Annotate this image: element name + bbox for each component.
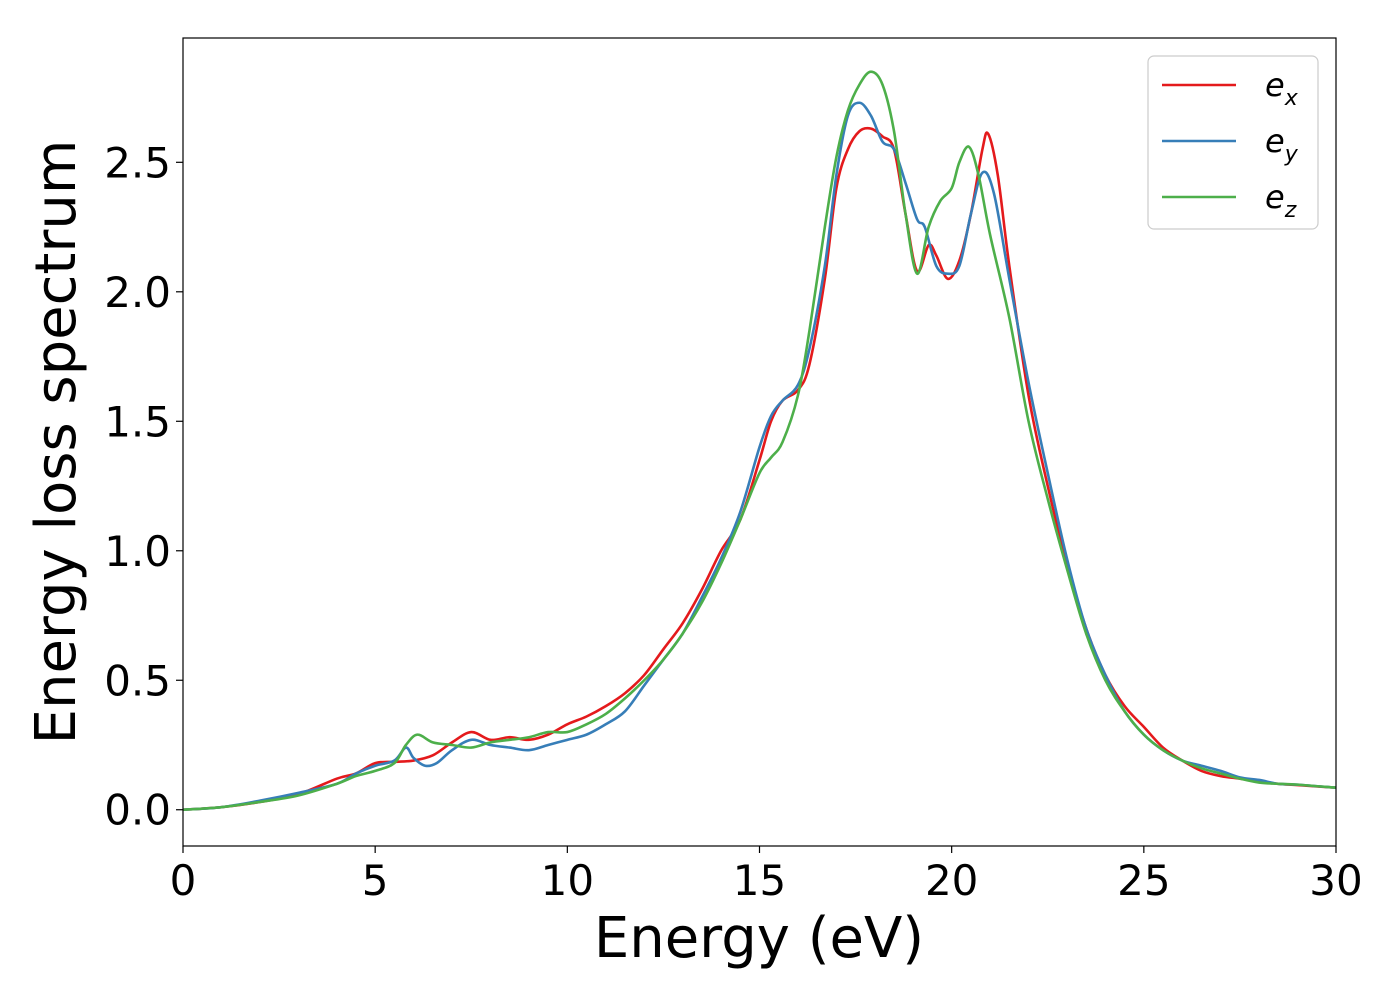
- x-tick-label: 10: [541, 856, 594, 905]
- y-tick-label: 2.0: [104, 268, 171, 317]
- x-tick-label: 0: [170, 856, 197, 905]
- series-line-z: [182, 70, 1337, 812]
- series-layer: [182, 70, 1337, 812]
- y-axis: 0.0 0.5 1.0 1.5 2.0 2.5: [104, 138, 183, 835]
- y-tick-label: 2.5: [104, 138, 171, 187]
- y-tick-label: 1.0: [104, 527, 171, 576]
- x-tick-label: 20: [925, 856, 978, 905]
- y-tick-label: 1.5: [104, 397, 171, 446]
- y-tick-label: 0.0: [104, 786, 171, 835]
- series-line-x: [182, 126, 1337, 812]
- series-line-y: [182, 101, 1337, 812]
- x-axis: 0 5 10 15 20 25 30: [170, 846, 1363, 905]
- y-tick-label: 0.5: [104, 656, 171, 705]
- x-tick-label: 25: [1117, 856, 1170, 905]
- x-tick-label: 5: [362, 856, 389, 905]
- x-axis-label: Energy (eV): [594, 906, 924, 971]
- x-tick-label: 30: [1309, 856, 1362, 905]
- legend-box: [1147, 55, 1319, 230]
- y-axis-label: Energy loss spectrum: [24, 140, 89, 745]
- x-tick-label: 15: [733, 856, 786, 905]
